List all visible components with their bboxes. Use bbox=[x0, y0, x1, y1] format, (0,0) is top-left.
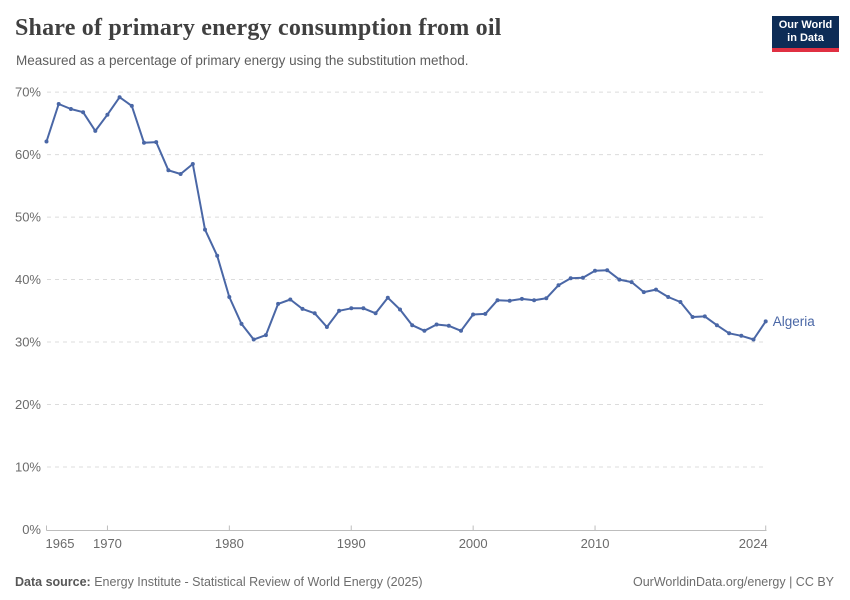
data-point bbox=[483, 311, 488, 316]
entity-label: Algeria bbox=[773, 314, 816, 329]
data-point bbox=[203, 227, 207, 232]
owid-logo: Our World in Data bbox=[772, 16, 839, 52]
license-note: OurWorldinData.org/energy | CC BY bbox=[632, 575, 834, 589]
data-point bbox=[129, 103, 134, 108]
data-point bbox=[56, 102, 61, 106]
x-axis-label: 1990 bbox=[337, 536, 366, 551]
data-point bbox=[507, 298, 512, 303]
data-point bbox=[544, 296, 549, 301]
x-axis-label: 1980 bbox=[215, 536, 244, 551]
data-point bbox=[105, 112, 110, 117]
y-axis-label: 40% bbox=[15, 272, 41, 287]
data-point bbox=[312, 311, 317, 316]
data-point bbox=[727, 331, 732, 336]
x-axis-label: 1965 bbox=[46, 536, 75, 551]
data-point bbox=[215, 253, 220, 258]
data-point bbox=[422, 328, 427, 333]
data-point bbox=[324, 325, 329, 329]
data-point bbox=[446, 323, 451, 328]
data-point bbox=[227, 295, 232, 299]
data-point bbox=[556, 283, 561, 288]
data-point bbox=[142, 140, 146, 145]
data-point bbox=[410, 323, 415, 328]
data-point bbox=[154, 140, 159, 145]
data-source-label: Data source: bbox=[15, 575, 91, 589]
data-line-algeria bbox=[45, 96, 767, 341]
data-point bbox=[678, 300, 683, 304]
y-axis-label: 60% bbox=[15, 147, 41, 162]
data-point bbox=[178, 172, 183, 176]
data-point bbox=[385, 295, 390, 300]
data-point bbox=[568, 276, 573, 281]
data-point bbox=[666, 295, 671, 299]
y-axis-label: 10% bbox=[15, 459, 41, 474]
owid-logo-line1: Our World bbox=[778, 19, 833, 31]
data-point bbox=[117, 95, 122, 100]
data-point bbox=[166, 168, 171, 173]
data-point bbox=[605, 268, 610, 273]
data-point bbox=[763, 319, 768, 324]
data-point bbox=[44, 139, 49, 144]
data-point bbox=[714, 323, 719, 328]
data-point bbox=[459, 328, 463, 333]
data-point bbox=[361, 306, 366, 311]
data-point bbox=[702, 314, 707, 319]
y-axis-label: 50% bbox=[15, 210, 41, 225]
data-point bbox=[739, 333, 744, 338]
data-point bbox=[751, 337, 756, 342]
y-axis-label: 20% bbox=[15, 397, 41, 412]
y-axis-label: 30% bbox=[15, 335, 41, 350]
data-source-value: Energy Institute - Statistical Review of… bbox=[90, 575, 423, 589]
data-point bbox=[288, 297, 293, 302]
data-point bbox=[349, 306, 354, 311]
data-point bbox=[617, 277, 622, 282]
data-point bbox=[580, 275, 585, 280]
data-point bbox=[690, 315, 695, 319]
data-point bbox=[81, 110, 86, 115]
x-axis-label: 2000 bbox=[459, 536, 488, 551]
data-point bbox=[68, 107, 73, 111]
y-axis-label: 70% bbox=[15, 85, 41, 100]
x-axis-label: 2024 bbox=[739, 536, 768, 551]
data-point bbox=[593, 268, 597, 273]
data-point bbox=[373, 311, 378, 316]
data-point bbox=[276, 301, 281, 306]
data-point bbox=[471, 312, 476, 317]
data-point bbox=[251, 337, 256, 342]
data-point bbox=[519, 296, 524, 301]
x-axis-label: 1970 bbox=[93, 536, 122, 551]
data-point bbox=[532, 298, 537, 303]
data-point bbox=[300, 306, 305, 311]
data-point bbox=[641, 290, 646, 295]
page-title: Share of primary energy consumption from… bbox=[15, 15, 502, 41]
data-point bbox=[93, 128, 98, 133]
data-point bbox=[190, 162, 195, 166]
data-point bbox=[398, 307, 402, 312]
x-axis-label: 2010 bbox=[581, 536, 610, 551]
data-point bbox=[654, 287, 658, 292]
data-point bbox=[629, 280, 634, 285]
data-source-note: Data source: Energy Institute - Statisti… bbox=[15, 575, 423, 589]
chart-subtitle: Measured as a percentage of primary ener… bbox=[16, 53, 469, 68]
data-point bbox=[495, 298, 500, 303]
owid-logo-line2: in Data bbox=[787, 32, 824, 44]
data-point bbox=[239, 321, 244, 326]
data-point bbox=[434, 322, 439, 327]
y-axis-label: 0% bbox=[22, 522, 41, 537]
data-point bbox=[337, 308, 342, 313]
data-point bbox=[263, 333, 268, 338]
